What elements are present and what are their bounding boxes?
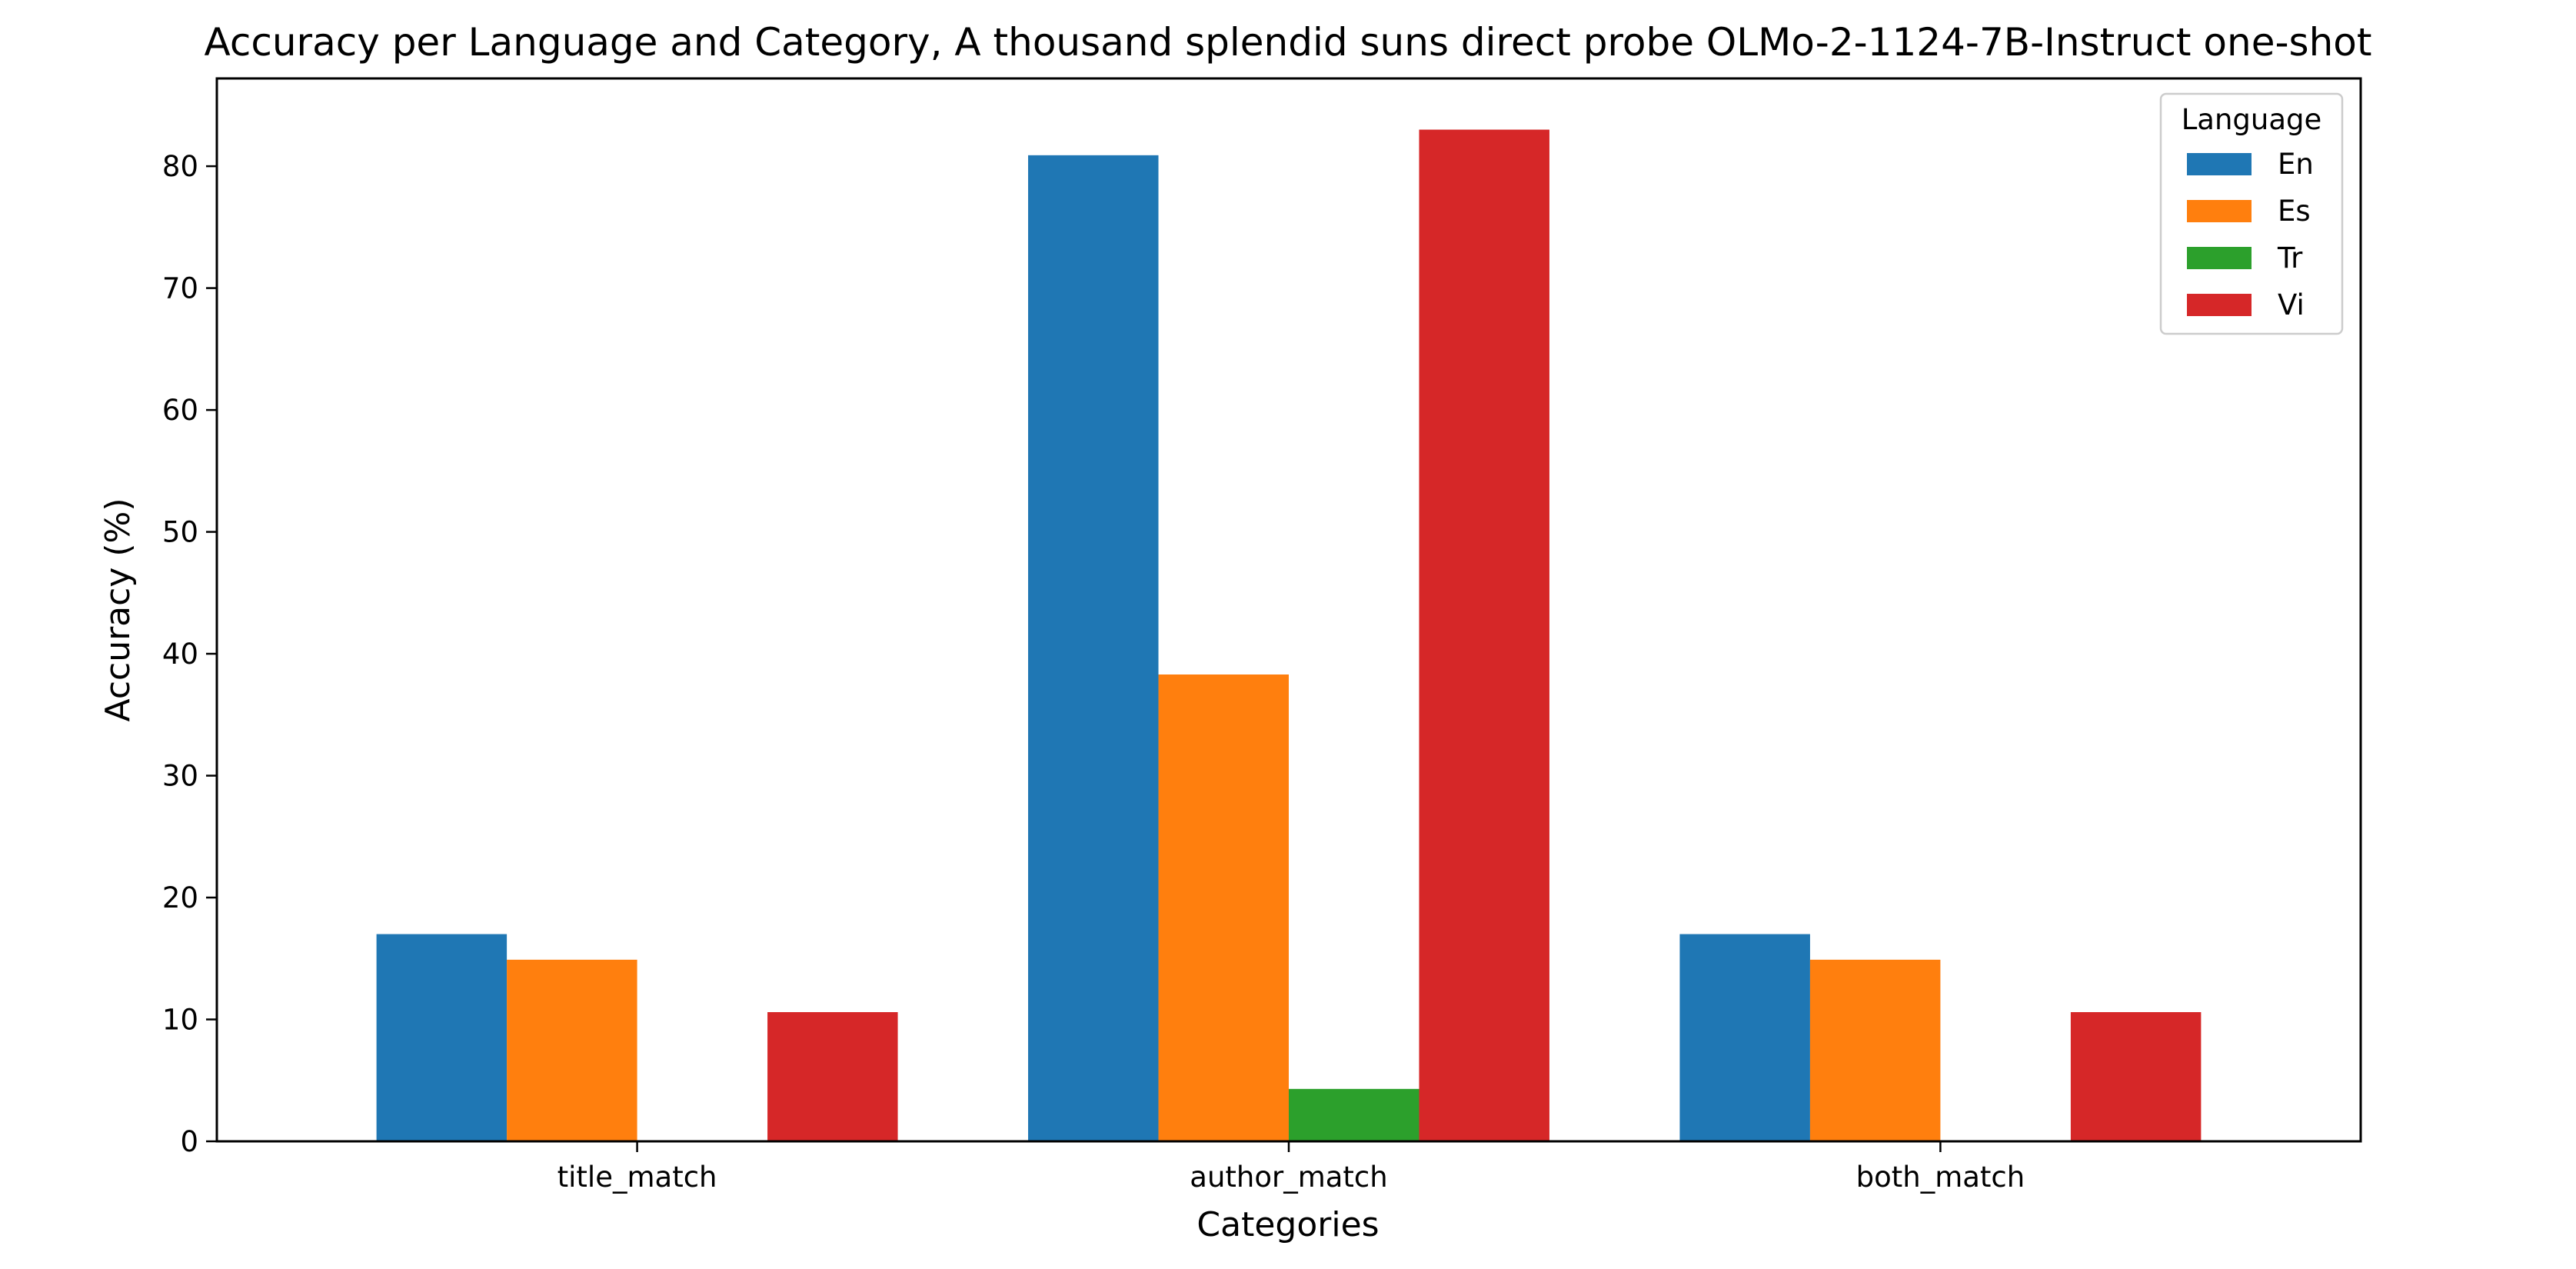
y-tick-label: 10 — [162, 1004, 198, 1037]
bar-es-both-match — [1809, 959, 1941, 1141]
legend-swatch-vi — [2187, 294, 2252, 316]
x-tick-label: both_match — [1856, 1161, 2025, 1194]
legend-title: Language — [2182, 103, 2322, 136]
y-tick-label: 80 — [162, 150, 198, 183]
y-tick-label: 20 — [162, 881, 198, 914]
bar-es-author-match — [1158, 674, 1289, 1141]
bar-en-both-match — [1679, 934, 1810, 1141]
chart-title: Accuracy per Language and Category, A th… — [205, 20, 2372, 65]
bar-en-author-match — [1028, 155, 1159, 1142]
y-tick-label: 40 — [162, 638, 198, 671]
x-axis-label: Categories — [1196, 1205, 1379, 1244]
y-tick-label: 60 — [162, 394, 198, 427]
y-axis-label: Accuracy (%) — [98, 498, 138, 721]
legend-swatch-en — [2187, 153, 2252, 175]
bar-vi-title-match — [767, 1012, 898, 1141]
bar-vi-author-match — [1419, 129, 1549, 1141]
x-tick-label: author_match — [1190, 1161, 1387, 1194]
legend-swatch-es — [2187, 200, 2252, 222]
legend-label-en: En — [2278, 148, 2314, 181]
bar-es-title-match — [507, 959, 637, 1141]
legend-label-tr: Tr — [2277, 241, 2303, 275]
legend: Language En Es Tr Vi — [2159, 92, 2344, 335]
legend-swatch-tr — [2187, 247, 2252, 269]
bar-en-title-match — [376, 934, 508, 1141]
y-tick-label: 0 — [180, 1125, 198, 1158]
bar-vi-both-match — [2070, 1012, 2202, 1141]
legend-label-vi: Vi — [2278, 288, 2305, 321]
x-axis: title_match author_match both_match — [557, 1141, 2025, 1194]
bars-group — [376, 129, 2202, 1142]
y-tick-label: 50 — [162, 516, 198, 549]
x-tick-label: title_match — [557, 1161, 717, 1194]
y-tick-label: 30 — [162, 760, 198, 793]
legend-label-es: Es — [2278, 195, 2311, 228]
bar-tr-author-match — [1289, 1088, 1419, 1141]
y-tick-label: 70 — [162, 272, 198, 305]
y-axis: 0 10 20 30 40 50 60 70 80 — [162, 150, 217, 1158]
